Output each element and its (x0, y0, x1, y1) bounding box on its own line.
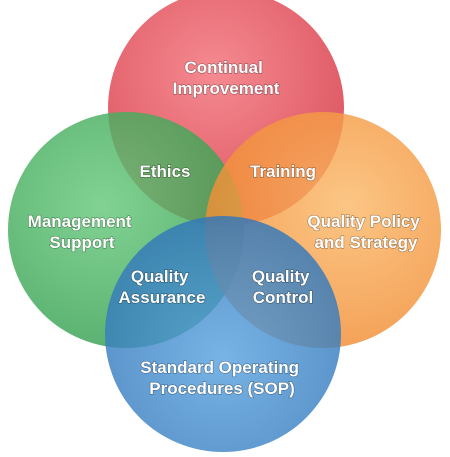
label-quality-policy: Quality Policy and Strategy (307, 212, 424, 252)
label-continual-improvement: Continual Improvement (173, 58, 280, 98)
label-quality-assurance: Quality Assurance (119, 267, 206, 307)
label-management-support: Management Support (28, 212, 137, 252)
label-ethics: Ethics (139, 162, 190, 181)
label-training: Training (250, 162, 316, 181)
circle-sop (105, 216, 341, 452)
label-sop: Standard Operating Procedures (SOP) (140, 358, 303, 398)
label-quality-control: Quality Control (252, 267, 314, 307)
